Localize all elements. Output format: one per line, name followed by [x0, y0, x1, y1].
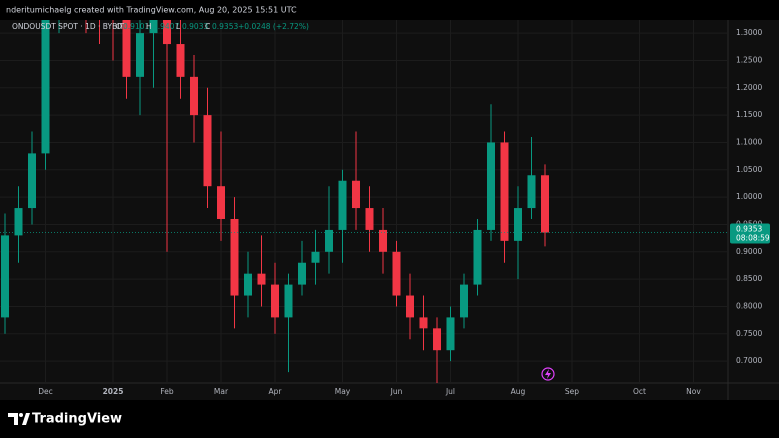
candle-body — [365, 208, 374, 230]
legend-label: L — [176, 22, 181, 31]
candle-body — [311, 251, 320, 263]
brand-logo: TradingView — [8, 412, 122, 427]
x-tick-label: Apr — [269, 387, 283, 396]
candle-body — [338, 180, 347, 230]
candle-body — [149, 20, 158, 34]
candle-body — [203, 115, 212, 187]
x-tick-label: May — [335, 387, 351, 396]
x-tick-label: Oct — [633, 387, 646, 396]
y-tick-label: 1.0500 — [736, 165, 762, 174]
x-tick-label: Feb — [160, 387, 174, 396]
candle-body — [406, 295, 414, 318]
y-tick-label: 0.7500 — [736, 329, 762, 338]
candle-body — [41, 20, 50, 154]
y-tick-label: 0.7000 — [736, 356, 762, 365]
candle-body — [122, 20, 131, 77]
y-tick-label: 0.8000 — [736, 301, 762, 310]
candle-body — [446, 317, 455, 351]
countdown-label: 08:08:59 — [736, 233, 770, 242]
candle-body — [392, 251, 401, 296]
candle-body — [257, 273, 266, 285]
candles — [1, 20, 549, 383]
x-tick-label: Jul — [445, 387, 455, 396]
candle-body — [527, 175, 536, 209]
candle-body — [271, 284, 279, 318]
candle-body — [136, 33, 144, 77]
candle-body — [163, 20, 171, 45]
candle-body — [473, 229, 482, 285]
legend-value: 0.9353 — [212, 22, 238, 31]
candle-body — [541, 175, 549, 233]
lightning-icon — [541, 367, 555, 381]
candle-body — [487, 142, 495, 230]
candle-body — [190, 76, 198, 116]
candle-body — [514, 208, 522, 241]
candle-body — [433, 328, 441, 351]
x-tick-label: Jun — [390, 387, 403, 396]
candle-body — [379, 229, 387, 252]
candle-body — [28, 153, 36, 209]
legend-label: C — [205, 22, 210, 31]
candle-body — [298, 262, 306, 285]
candle-body — [325, 229, 333, 252]
x-tick-label: 2025 — [103, 387, 124, 396]
candle-body — [419, 317, 428, 329]
candle-body — [460, 284, 468, 318]
y-tick-label: 1.2500 — [736, 55, 762, 64]
legend-label: O — [116, 22, 122, 31]
candle-body — [217, 186, 225, 219]
legend-value: 0.9033 — [182, 22, 208, 31]
y-tick-label: 1.2000 — [736, 83, 762, 92]
candle-body — [14, 208, 23, 236]
legend: ONDOUSDT SPOT · 1D · BYBIT O 0.9101 H 0.… — [12, 22, 309, 31]
y-tick-label: 1.1000 — [736, 137, 762, 146]
candle-body — [1, 235, 9, 318]
x-tick-label: Mar — [214, 387, 229, 396]
legend-value: 0.9407 — [153, 22, 179, 31]
candle-body — [244, 273, 252, 296]
candle-body — [284, 284, 293, 318]
candle-body — [500, 142, 509, 241]
y-tick-label: 0.9000 — [736, 247, 762, 256]
x-tick-label: Aug — [511, 387, 526, 396]
last-price-box — [730, 223, 770, 244]
legend-label: H — [146, 22, 152, 31]
candle-body — [230, 218, 239, 296]
last-price-label: 0.9353 — [736, 224, 762, 233]
brand: TradingView — [32, 412, 122, 427]
candle-body — [176, 44, 185, 77]
symbol: ONDOUSDT SPOT · 1D · BYBIT — [12, 22, 124, 31]
chart-title: nderitumichaelg created with TradingView… — [6, 6, 297, 15]
y-tick-label: 1.3000 — [736, 28, 762, 37]
x-tick-label: Dec — [38, 387, 53, 396]
y-tick-label: 1.0000 — [736, 192, 762, 201]
legend-change: +0.0248 (+2.72%) — [238, 22, 309, 31]
y-tick-label: 0.8500 — [736, 274, 762, 283]
y-tick-label: 1.1500 — [736, 110, 762, 119]
x-tick-label: Sep — [565, 387, 579, 396]
chart-pane — [0, 20, 779, 400]
x-tick-label: Nov — [686, 387, 701, 396]
candle-body — [352, 180, 360, 209]
legend-value: 0.9101 — [123, 22, 149, 31]
